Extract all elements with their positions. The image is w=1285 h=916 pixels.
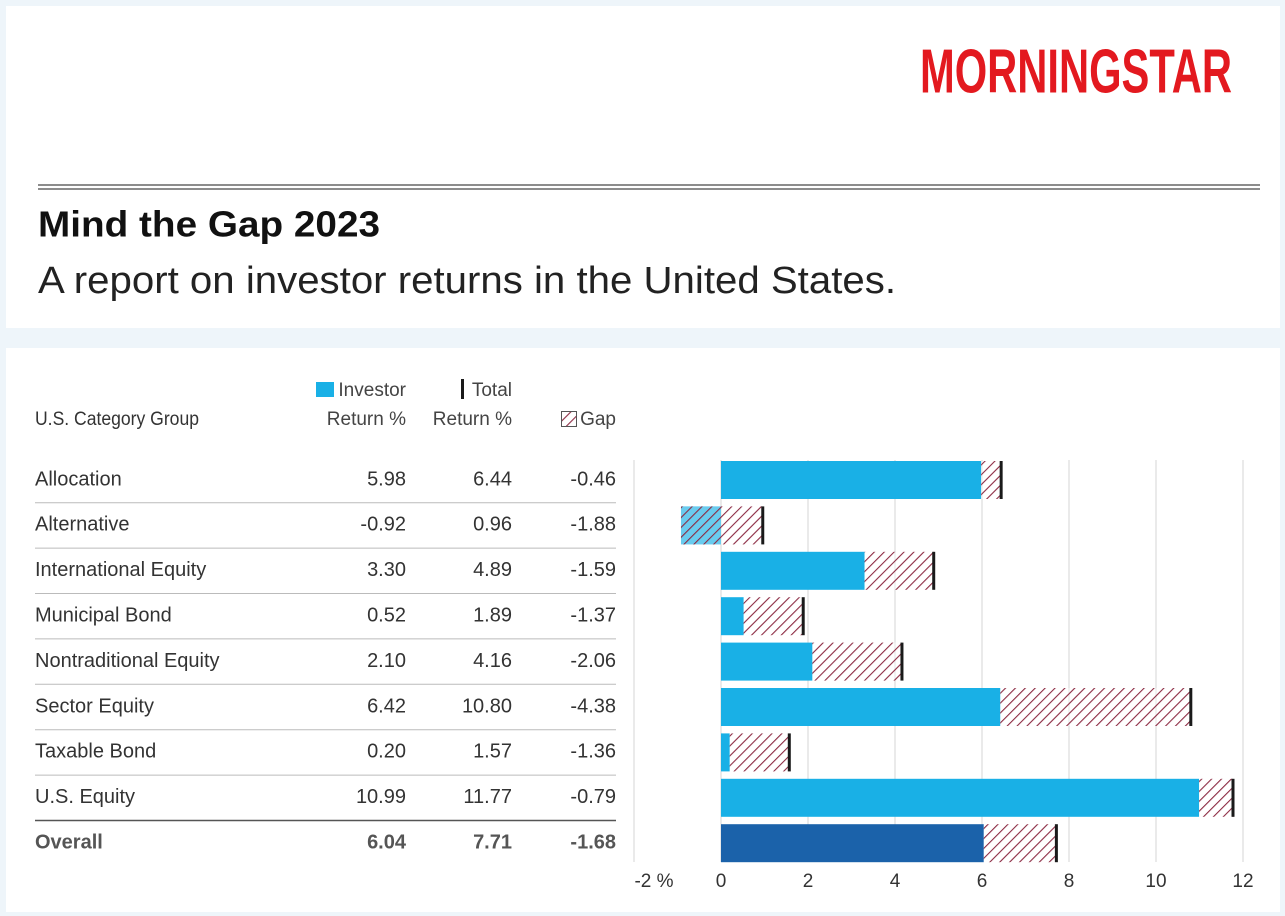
gap-bar bbox=[729, 733, 789, 772]
gap-bar bbox=[1199, 778, 1234, 817]
table-value: -0.46 bbox=[570, 468, 616, 490]
category-label: Allocation bbox=[35, 468, 122, 490]
table-value: -1.88 bbox=[570, 514, 616, 536]
category-label: Overall bbox=[35, 831, 103, 853]
table-value: 4.89 bbox=[473, 559, 512, 581]
gap-bar bbox=[983, 824, 1057, 863]
table-value: 2.10 bbox=[367, 650, 406, 672]
table-value: -1.37 bbox=[570, 604, 616, 626]
table-value: 0.20 bbox=[367, 741, 406, 763]
table-value: 6.04 bbox=[367, 831, 407, 853]
category-label: Taxable Bond bbox=[35, 741, 156, 763]
table-value: -1.59 bbox=[570, 559, 616, 581]
table-value: 4.16 bbox=[473, 650, 512, 672]
gap-bar bbox=[864, 551, 934, 590]
chart-panel bbox=[6, 348, 1280, 912]
category-label: Alternative bbox=[35, 514, 130, 536]
x-tick-label: 6 bbox=[977, 871, 988, 892]
table-value: -2.06 bbox=[570, 650, 616, 672]
gap-bar bbox=[812, 642, 902, 681]
table-value: 10.80 bbox=[462, 695, 512, 717]
gap-bar bbox=[981, 461, 1002, 499]
table-value: 5.98 bbox=[367, 468, 406, 490]
column-header: U.S. Category Group bbox=[35, 409, 199, 430]
x-tick-label: 4 bbox=[890, 871, 901, 892]
category-label: Nontraditional Equity bbox=[35, 650, 220, 672]
x-tick-label: -2 % bbox=[634, 871, 673, 892]
investor-bar bbox=[721, 551, 865, 590]
investor-bar bbox=[721, 688, 1001, 726]
table-value: -1.68 bbox=[570, 831, 616, 853]
header-panel bbox=[6, 6, 1280, 328]
investor-bar bbox=[721, 642, 813, 681]
table-value: 0.96 bbox=[473, 514, 512, 536]
table-value: 10.99 bbox=[356, 786, 406, 808]
chart-title: Mind the Gap 2023 bbox=[38, 204, 380, 245]
legend-item: Investor Return % bbox=[296, 376, 406, 434]
x-tick-label: 8 bbox=[1064, 871, 1075, 892]
legend-item: Gap bbox=[520, 405, 616, 434]
table-value: 7.71 bbox=[473, 831, 512, 853]
x-tick-label: 12 bbox=[1232, 871, 1253, 892]
table-value: 6.42 bbox=[367, 695, 406, 717]
gap-bar bbox=[680, 506, 763, 545]
x-tick-label: 2 bbox=[803, 871, 814, 892]
table-value: -1.36 bbox=[570, 741, 616, 763]
gap-bar bbox=[743, 597, 804, 636]
table-value: -4.38 bbox=[570, 695, 616, 717]
table-value: -0.79 bbox=[570, 786, 616, 808]
chart-subtitle: A report on investor returns in the Unit… bbox=[38, 260, 896, 302]
legend-swatch bbox=[316, 382, 335, 397]
category-label: Municipal Bond bbox=[35, 604, 172, 626]
x-tick-label: 0 bbox=[716, 871, 727, 892]
gap-bar bbox=[1000, 688, 1191, 726]
investor-bar bbox=[721, 461, 982, 499]
investor-bar bbox=[721, 733, 730, 772]
legend-label: Total Return % bbox=[432, 380, 512, 430]
table-value: 1.89 bbox=[473, 604, 512, 626]
table-value: 3.30 bbox=[367, 559, 406, 581]
table-value: -0.92 bbox=[360, 514, 406, 536]
logo: MORNINGSTAR bbox=[920, 37, 1232, 106]
legend-label: Gap bbox=[580, 409, 616, 430]
legend-label: Investor Return % bbox=[326, 380, 406, 430]
table-value: 6.44 bbox=[473, 468, 512, 490]
legend-item: Total Return % bbox=[412, 376, 512, 434]
x-tick-label: 10 bbox=[1145, 871, 1166, 892]
category-label: Sector Equity bbox=[35, 695, 154, 717]
category-label: International Equity bbox=[35, 559, 206, 581]
investor-bar bbox=[721, 597, 744, 636]
investor-bar bbox=[721, 824, 984, 863]
legend-swatch bbox=[460, 379, 464, 399]
legend-swatch bbox=[561, 411, 578, 427]
table-value: 1.57 bbox=[473, 741, 512, 763]
table-value: 0.52 bbox=[367, 604, 406, 626]
category-label: U.S. Equity bbox=[35, 786, 135, 808]
table-value: 11.77 bbox=[463, 786, 512, 808]
investor-bar bbox=[721, 778, 1200, 817]
